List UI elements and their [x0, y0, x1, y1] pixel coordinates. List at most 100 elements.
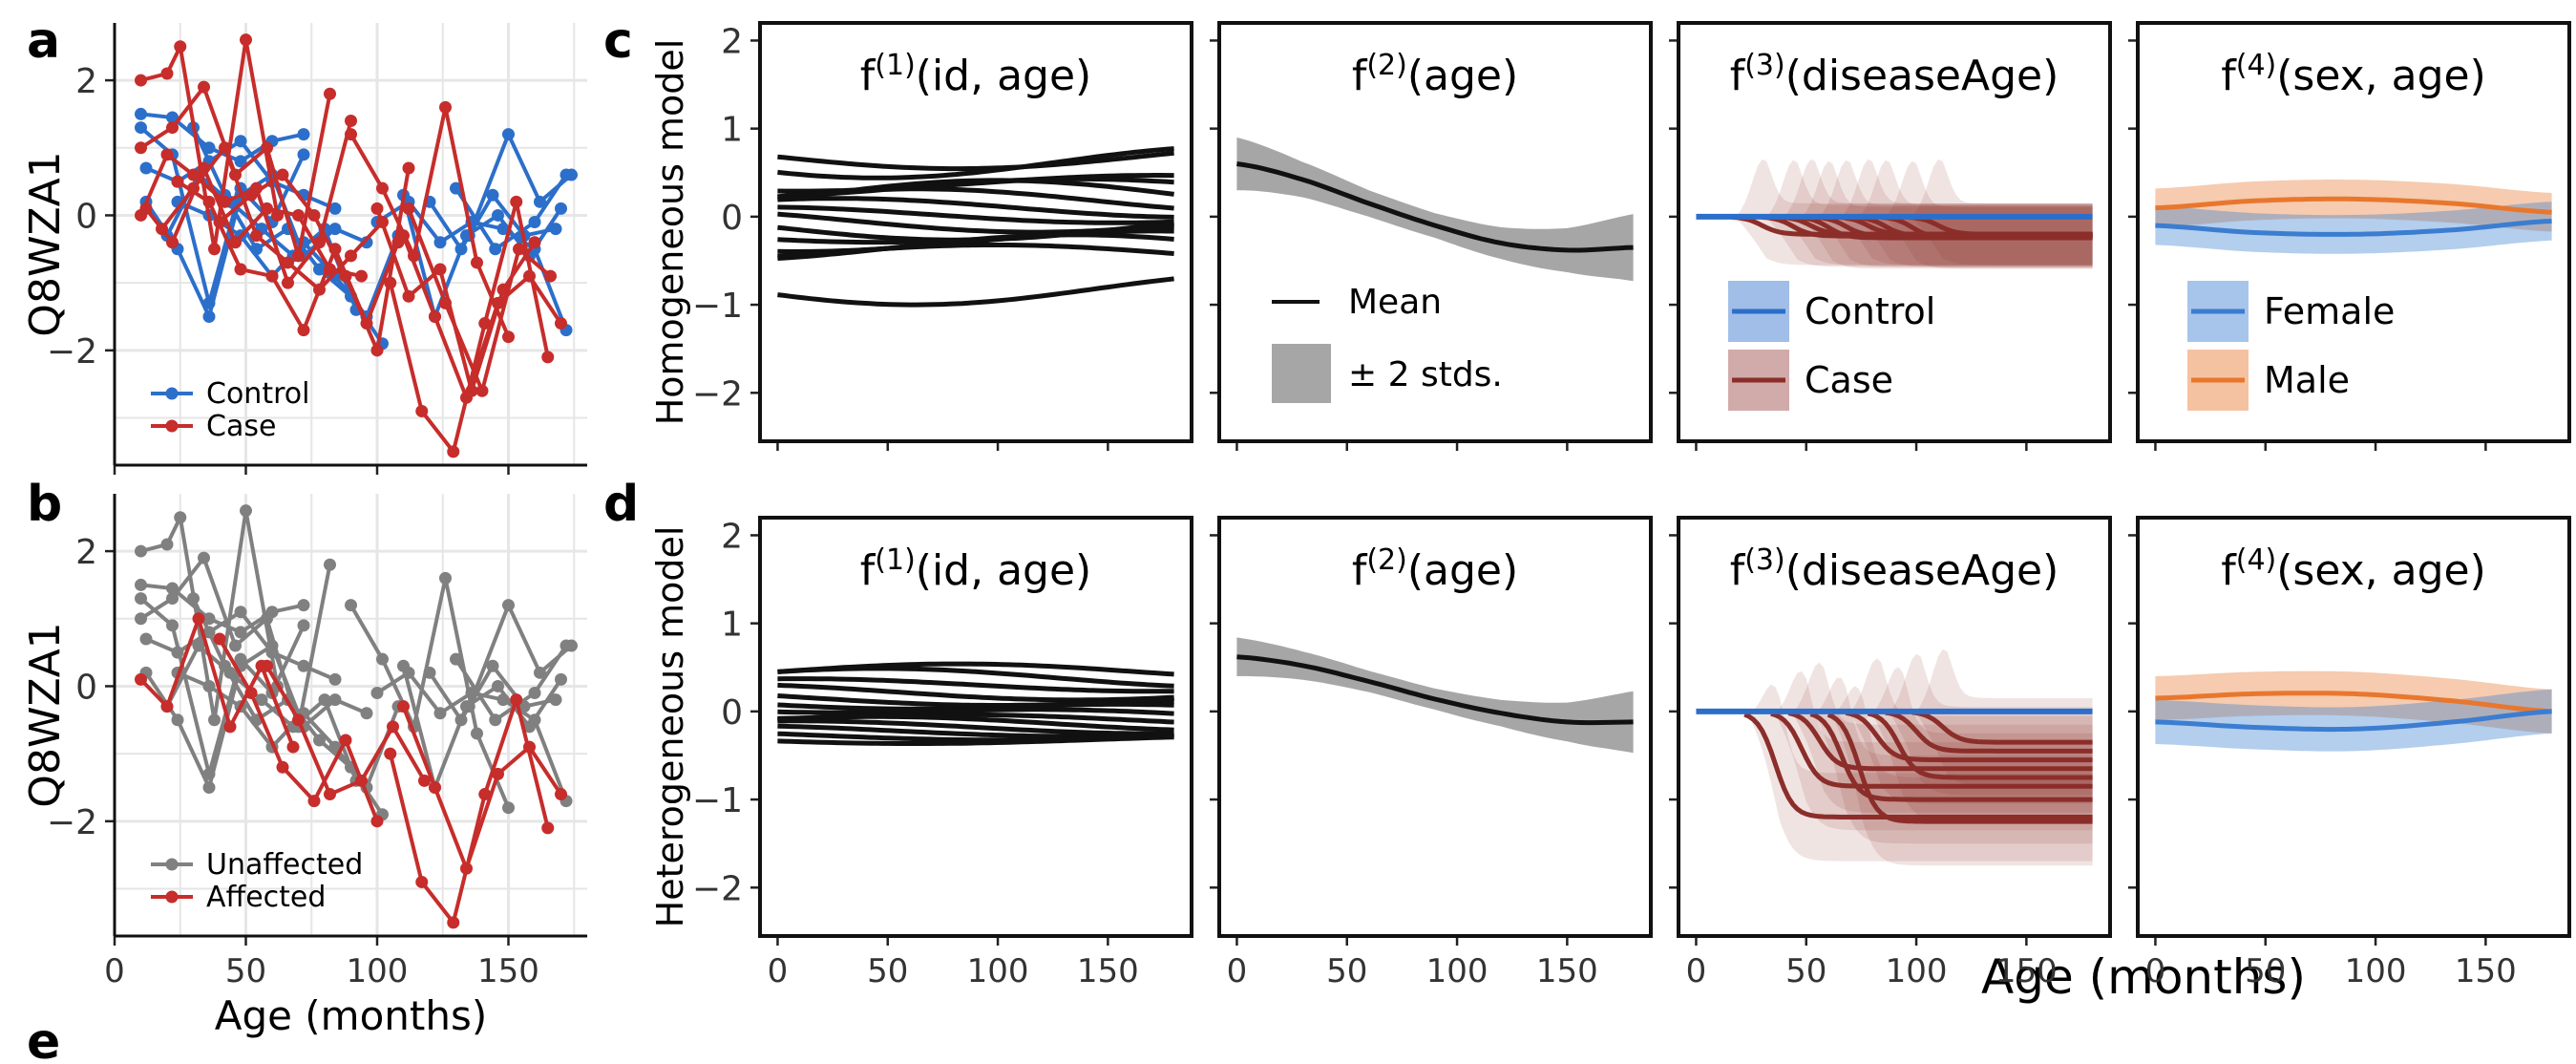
data-point — [135, 578, 147, 591]
data-point — [502, 128, 515, 141]
data-point — [471, 727, 483, 740]
case-line — [1787, 711, 2093, 772]
data-point — [433, 263, 447, 276]
legend-label: Mean — [1348, 283, 1442, 322]
legend-marker — [165, 387, 179, 400]
data-point — [160, 67, 174, 80]
data-point — [265, 639, 279, 652]
component-line — [777, 146, 1174, 181]
data-point — [339, 269, 352, 283]
x-tick-label: 150 — [2455, 952, 2517, 990]
data-point — [402, 202, 415, 215]
series-case — [135, 33, 567, 458]
data-point — [234, 263, 247, 276]
data-point — [528, 216, 541, 229]
data-point — [345, 128, 357, 141]
data-point — [229, 639, 242, 652]
plot-title: f(4)(sex, age) — [2221, 49, 2486, 100]
data-point — [528, 687, 541, 700]
data-point — [174, 40, 187, 53]
data-point — [560, 639, 573, 652]
data-point — [166, 121, 179, 135]
series-line — [348, 106, 511, 338]
data-point — [370, 344, 384, 357]
series-line — [139, 612, 295, 748]
plot-border — [2136, 21, 2571, 443]
data-point — [307, 208, 321, 222]
data-point — [307, 795, 321, 808]
data-point — [360, 707, 373, 720]
data-point — [160, 700, 174, 713]
confidence-band — [1236, 637, 1634, 754]
x-tick-label: 100 — [2345, 952, 2407, 990]
y-tick-label: 1 — [721, 606, 743, 645]
data-point — [213, 216, 226, 229]
y-tick-label: −2 — [692, 374, 743, 414]
panel-letter-e: e — [27, 1013, 60, 1064]
data-point — [135, 74, 147, 87]
panel-d2: 0 50 100 150 f(2)(age) — [1210, 516, 1653, 990]
case-line — [1809, 712, 2093, 802]
data-point — [423, 666, 436, 679]
data-point — [513, 243, 525, 256]
y-tick-label: 2 — [721, 517, 743, 556]
data-point — [139, 632, 153, 646]
data-point — [555, 202, 567, 215]
data-point — [502, 599, 515, 612]
legend-label: Affected — [206, 881, 326, 914]
data-point — [429, 309, 441, 323]
data-point — [475, 384, 489, 397]
data-point — [135, 672, 147, 686]
data-point — [174, 511, 187, 524]
component-line — [777, 186, 1174, 211]
data-point — [397, 700, 410, 713]
data-point — [135, 141, 147, 155]
panel-c1: −2 −1 0 1 2 f(1)(id, age) Homogeneous model — [649, 21, 1193, 451]
data-point — [255, 693, 268, 707]
y-tick-label: 1 — [721, 111, 743, 150]
data-point — [156, 223, 168, 236]
x-tick-label: 100 — [1886, 952, 1948, 990]
data-point — [523, 269, 536, 283]
data-point — [135, 544, 147, 558]
data-point — [171, 713, 184, 727]
data-point — [276, 760, 289, 774]
data-point — [345, 114, 357, 127]
legend-label: ± 2 stds. — [1348, 355, 1503, 394]
data-point — [160, 538, 174, 551]
data-point — [261, 659, 273, 672]
plot-border — [1217, 21, 1653, 443]
legend-label: Male — [2264, 359, 2350, 401]
data-point — [318, 693, 331, 707]
data-point — [502, 801, 515, 815]
data-point — [223, 666, 237, 679]
data-point — [486, 659, 499, 672]
x-tick-label: 150 — [477, 952, 539, 990]
x-tick-label: 50 — [1785, 952, 1826, 990]
data-point — [345, 249, 357, 263]
case-line — [1770, 711, 2093, 789]
data-point — [198, 551, 210, 564]
component-line — [777, 713, 1174, 733]
y-tick-label: −1 — [692, 287, 743, 326]
mean-line — [1236, 161, 1634, 253]
data-point — [355, 269, 368, 283]
data-point — [339, 734, 352, 747]
data-point — [439, 296, 452, 309]
data-point — [292, 713, 305, 727]
data-point — [328, 202, 342, 215]
data-point — [492, 208, 504, 222]
component-line — [777, 150, 1174, 172]
data-point — [160, 148, 174, 161]
y-tick-label: 0 — [75, 668, 97, 707]
case-line — [1845, 710, 2093, 763]
data-point — [478, 317, 492, 330]
plot-title: f(3)(diseaseAge) — [1730, 543, 2059, 595]
mean-line — [1236, 654, 1634, 726]
y-tick-label: 0 — [721, 199, 743, 238]
legend-marker — [165, 419, 179, 433]
data-point — [244, 188, 258, 202]
series-line — [454, 173, 568, 252]
data-point — [223, 720, 237, 734]
x-tick-label: 50 — [1326, 952, 1367, 990]
